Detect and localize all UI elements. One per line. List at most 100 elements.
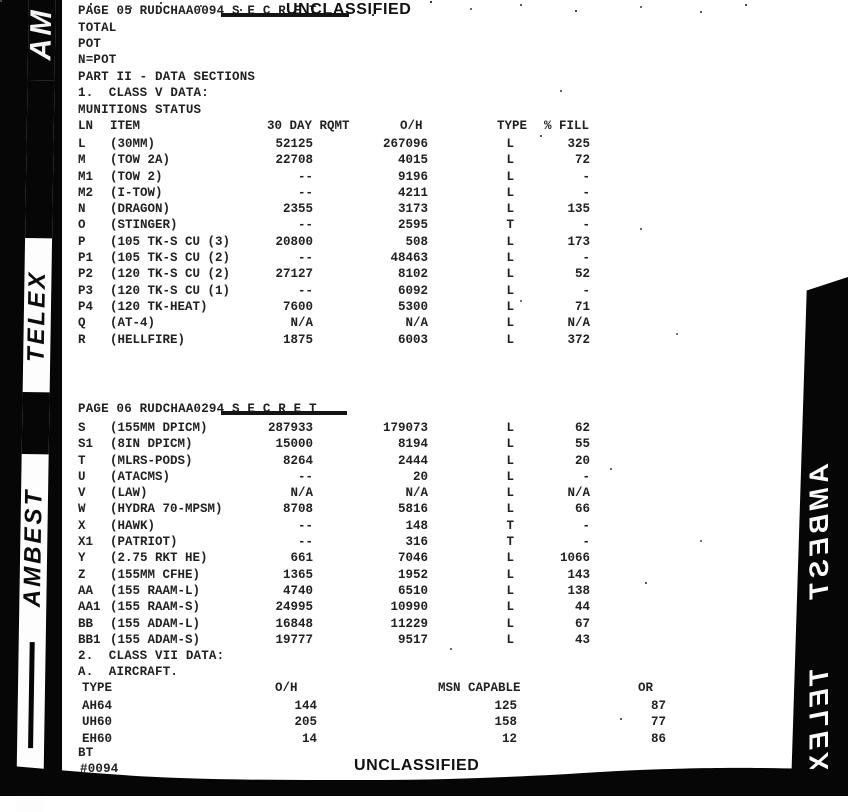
strike-line [221, 13, 349, 17]
cell-ln: N [78, 202, 86, 217]
cell-ln: L [78, 137, 86, 151]
cell-ln: AA [78, 583, 94, 598]
cell-type: L [506, 616, 514, 631]
cell-type: L [506, 421, 514, 435]
cell-item: (155 RAAM-S) [110, 600, 201, 615]
munitions-table-row: M2 (I-TOW) -- 4211 L - [78, 185, 590, 201]
munitions-table-row: T (MLRS-PODS) 8264 2444 L 20 [78, 453, 590, 469]
munitions-table-row: O (STINGER) -- 2595 T - [78, 217, 590, 233]
aircraft-col-oh: O/H [275, 681, 298, 695]
preamble-npot: N=POT [78, 53, 117, 67]
cell-item: (105 TK-S CU (2) [110, 251, 231, 266]
cell-item: (I-TOW) [110, 185, 163, 200]
scan-noise [0, 0, 2, 2]
cell-fill: - [582, 169, 590, 184]
cell-fill: - [582, 283, 590, 298]
page06-header-line: PAGE 06 RUDCHAA0294 S E C R E T [78, 402, 317, 416]
cell-fill: - [582, 218, 590, 233]
aircraft-col-or: OR [638, 681, 654, 695]
cell-rqmt: -- [297, 469, 313, 484]
cell-rqmt: 20800 [275, 234, 313, 249]
cell-fill: 72 [574, 153, 590, 168]
cell-item: (8IN DPICM) [110, 437, 193, 452]
cell-ln: T [78, 453, 86, 468]
cell-type: T [506, 535, 514, 550]
munitions-table-page06: S (155MM DPICM) 287933 179073 L 62 S1 (8… [78, 420, 590, 648]
cell-fill: 52 [574, 267, 590, 282]
cell-fill: 66 [574, 502, 590, 517]
cell-type: L [506, 437, 514, 452]
cell-fill: 173 [567, 234, 590, 249]
cell-fill: 372 [567, 332, 590, 347]
cell-fill: 62 [574, 421, 590, 435]
cell-item: (STINGER) [110, 218, 178, 233]
cell-oh: 179073 [382, 421, 428, 435]
cell-item: (120 TK-HEAT) [110, 299, 208, 314]
cell-msn: 158 [494, 715, 517, 730]
aircraft-col-type: TYPE [82, 681, 113, 695]
footer-bt: BT [78, 746, 94, 760]
cell-rqmt: 7600 [282, 299, 313, 314]
munitions-table-row: BB1 (155 ADAM-S) 19777 9517 L 43 [78, 632, 590, 648]
cell-oh: 316 [405, 535, 428, 550]
cell-fill: N/A [567, 316, 590, 331]
cell-item: (PATRIOT) [110, 535, 178, 550]
cell-oh: 14 [301, 731, 317, 746]
cell-ln: X1 [78, 535, 94, 550]
cell-fill: 20 [574, 453, 590, 468]
cell-oh: 6003 [397, 332, 428, 347]
col-header-fill: % FILL [544, 119, 590, 133]
cell-item: (DRAGON) [110, 202, 171, 217]
cell-oh: 2444 [397, 453, 428, 468]
munitions-table-row: Z (155MM CFHE) 1365 1952 L 143 [78, 567, 590, 583]
cell-rqmt: -- [297, 283, 313, 298]
munitions-table-row: L (30MM) 52125 267096 L 325 [78, 136, 590, 152]
page05-struck-classification: S E C R E T [224, 4, 317, 18]
cell-oh: 2595 [397, 218, 428, 233]
preamble-munitions: MUNITIONS STATUS [78, 103, 202, 117]
cell-oh: 11229 [390, 616, 428, 631]
cell-ln: V [78, 486, 86, 501]
cell-fill: 143 [567, 567, 590, 582]
munitions-table-page05: L (30MM) 52125 267096 L 325 M (TOW 2A) 2… [78, 136, 590, 348]
cell-rqmt: -- [297, 185, 313, 200]
cell-type: L [506, 486, 514, 501]
cell-rqmt: -- [297, 218, 313, 233]
col-header-item: ITEM [110, 119, 141, 133]
col-header-oh: O/H [400, 119, 423, 133]
cell-item: (105 TK-S CU (3) [110, 234, 231, 249]
preamble-pot: POT [78, 37, 102, 51]
cell-ln: Z [78, 567, 86, 582]
cell-rqmt: 24995 [275, 600, 313, 615]
cell-item: (HELLFIRE) [110, 332, 186, 347]
cell-oh: N/A [405, 486, 428, 501]
cell-rqmt: 27127 [275, 267, 313, 282]
cell-ln: P1 [78, 251, 94, 266]
page05-header-line: PAGE 05 RUDCHAA0094 S E C R E T [78, 4, 317, 18]
cell-type: L [506, 551, 514, 566]
page05-header-prefix: PAGE 05 RUDCHAA0094 [78, 4, 225, 18]
cell-rqmt: 52125 [275, 137, 313, 151]
col-header-ln: LN [78, 119, 94, 133]
cell-type: UH60 [82, 715, 113, 730]
cell-type: L [506, 153, 514, 168]
cell-type: L [506, 502, 514, 517]
page06-struck-classification: S E C R E T [224, 402, 317, 416]
aircraft-table-row: UH60 205 158 77 [82, 714, 666, 730]
cell-fill: 325 [567, 137, 590, 151]
cell-type: L [506, 267, 514, 282]
cell-oh: 4015 [397, 153, 428, 168]
cell-ln: M [78, 153, 86, 168]
cell-rqmt: 287933 [267, 421, 313, 435]
cell-rqmt: 2355 [282, 202, 313, 217]
cell-fill: - [582, 518, 590, 533]
cell-type: L [506, 600, 514, 615]
munitions-table-row: M1 (TOW 2) -- 9196 L - [78, 169, 590, 185]
cell-fill: 71 [574, 299, 590, 314]
cell-oh: 8102 [397, 267, 428, 282]
cell-fill: 138 [567, 583, 590, 598]
cell-oh: 148 [405, 518, 428, 533]
cell-rqmt: 8264 [282, 453, 313, 468]
cell-oh: 9517 [397, 632, 428, 647]
